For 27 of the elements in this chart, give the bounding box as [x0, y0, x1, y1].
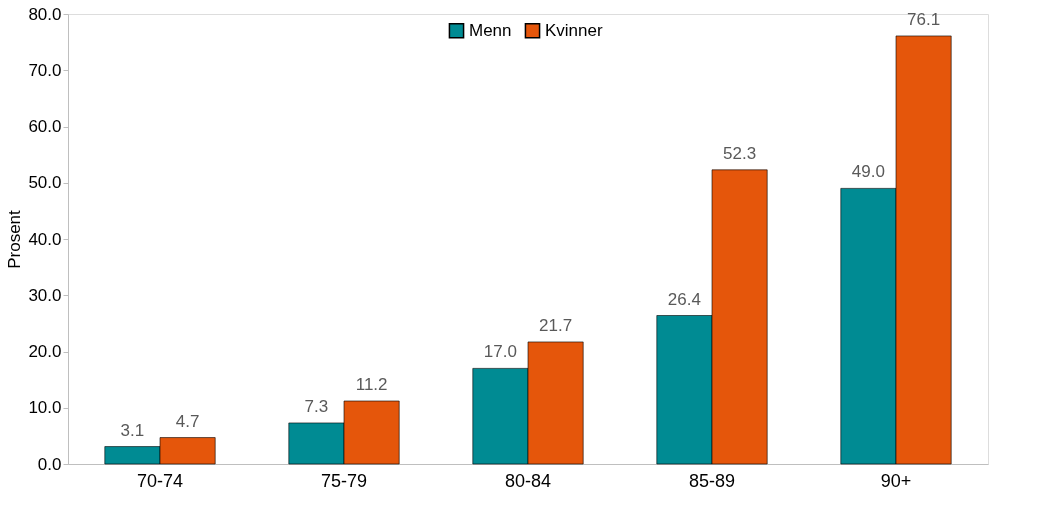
data-label: 7.3: [304, 396, 329, 416]
data-label: 52.3: [723, 143, 757, 163]
x-tick-label: 80-84: [504, 470, 552, 491]
data-label: 17.0: [483, 342, 517, 362]
data-label: 3.1: [120, 420, 145, 440]
y-tick-label: 10.0: [28, 398, 62, 418]
y-tick-label: 30.0: [28, 285, 62, 305]
data-label: 26.4: [667, 289, 701, 309]
y-tick-label: 40.0: [28, 229, 62, 249]
legend-label: Menn: [469, 20, 512, 40]
y-axis-title: Prosent: [5, 209, 25, 269]
y-tick-label: 0.0: [37, 454, 62, 474]
x-tick-label: 70-74: [136, 470, 184, 491]
data-label: 76.1: [907, 9, 941, 29]
x-tick-label: 85-89: [688, 470, 736, 491]
y-tick-label: 60.0: [28, 117, 62, 136]
data-label: 4.7: [175, 411, 200, 431]
y-tick-label: 70.0: [28, 60, 62, 80]
y-tick-label: 20.0: [28, 342, 62, 361]
x-tick-label: 90+: [880, 470, 912, 491]
legend-label: Kvinner: [545, 20, 603, 40]
data-label: 21.7: [539, 315, 573, 335]
x-tick-label: 75-79: [320, 470, 368, 491]
y-tick-label: 50.0: [28, 173, 62, 193]
data-label: 11.2: [355, 375, 388, 394]
data-label: 49.0: [851, 162, 885, 182]
y-tick-label: 80.0: [28, 4, 62, 24]
